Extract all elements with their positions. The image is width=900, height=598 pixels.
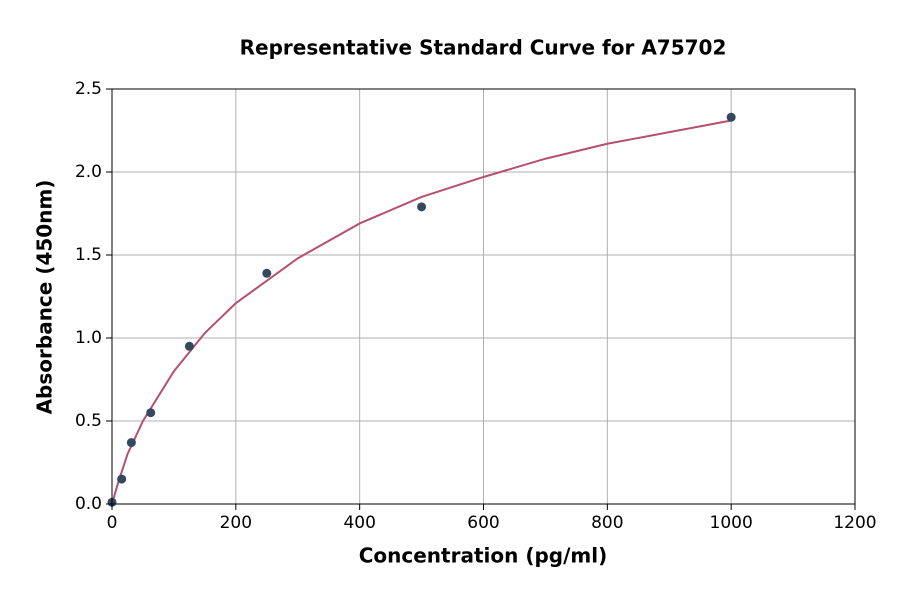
data-point xyxy=(262,268,272,278)
x-axis-label: Concentration (pg/ml) xyxy=(359,544,608,568)
grid xyxy=(111,88,856,505)
y-tick-label: 2.0 xyxy=(75,162,102,182)
y-tick-label: 0.5 xyxy=(75,411,102,431)
chart-title: Representative Standard Curve for A75702 xyxy=(240,36,727,60)
data-point xyxy=(126,438,136,448)
y-tick-label: 1.0 xyxy=(75,328,102,348)
y-tick-label: 0.0 xyxy=(75,494,102,514)
y-axis-label: Absorbance (450nm) xyxy=(33,180,57,415)
data-point xyxy=(117,474,127,484)
x-tick-label: 1000 xyxy=(710,513,753,533)
x-tick-label: 600 xyxy=(467,513,499,533)
fit-curve xyxy=(111,119,732,505)
data-point xyxy=(726,112,736,122)
y-tick-label: 2.5 xyxy=(75,79,102,99)
x-tick-label: 1200 xyxy=(833,513,876,533)
x-tick-label: 800 xyxy=(591,513,623,533)
x-tick-label: 200 xyxy=(220,513,252,533)
data-point xyxy=(184,341,194,351)
plot-area xyxy=(107,112,736,507)
x-tick-label: 400 xyxy=(343,513,375,533)
x-tick-label: 0 xyxy=(107,513,118,533)
y-tick-label: 1.5 xyxy=(75,245,102,265)
data-point xyxy=(417,202,427,212)
data-point xyxy=(146,408,156,418)
